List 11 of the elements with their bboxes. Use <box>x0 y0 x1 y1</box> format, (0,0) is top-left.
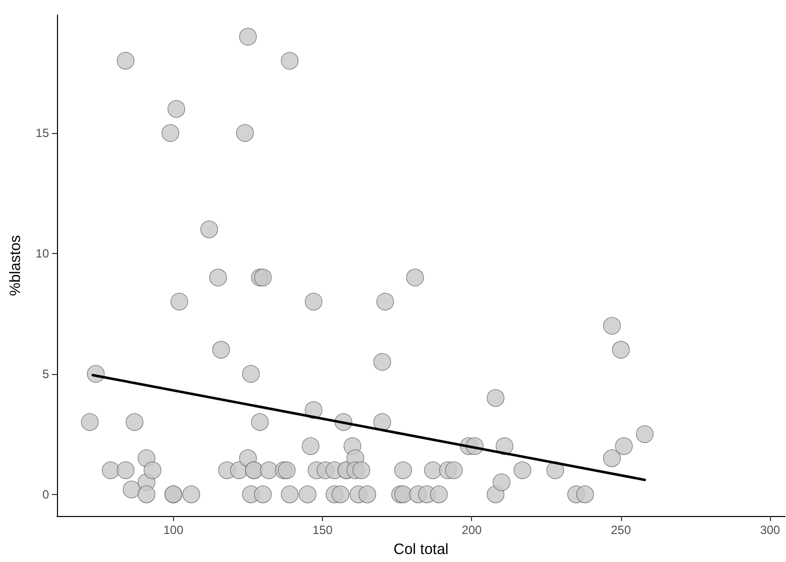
x-tick-label: 300 <box>760 523 780 537</box>
y-axis-title: %blastos <box>7 235 24 296</box>
y-tick-label: 15 <box>36 126 50 140</box>
y-tick-label: 5 <box>42 366 50 381</box>
x-tick-label: 150 <box>312 523 333 537</box>
x-tick-label: 100 <box>163 523 184 537</box>
x-axis-title: Col total <box>393 541 449 558</box>
y-tick-label: 0 <box>42 487 50 502</box>
y-tick-label: 10 <box>36 246 50 260</box>
x-tick-label: 200 <box>462 523 482 537</box>
x-tick-label: 250 <box>610 523 632 537</box>
